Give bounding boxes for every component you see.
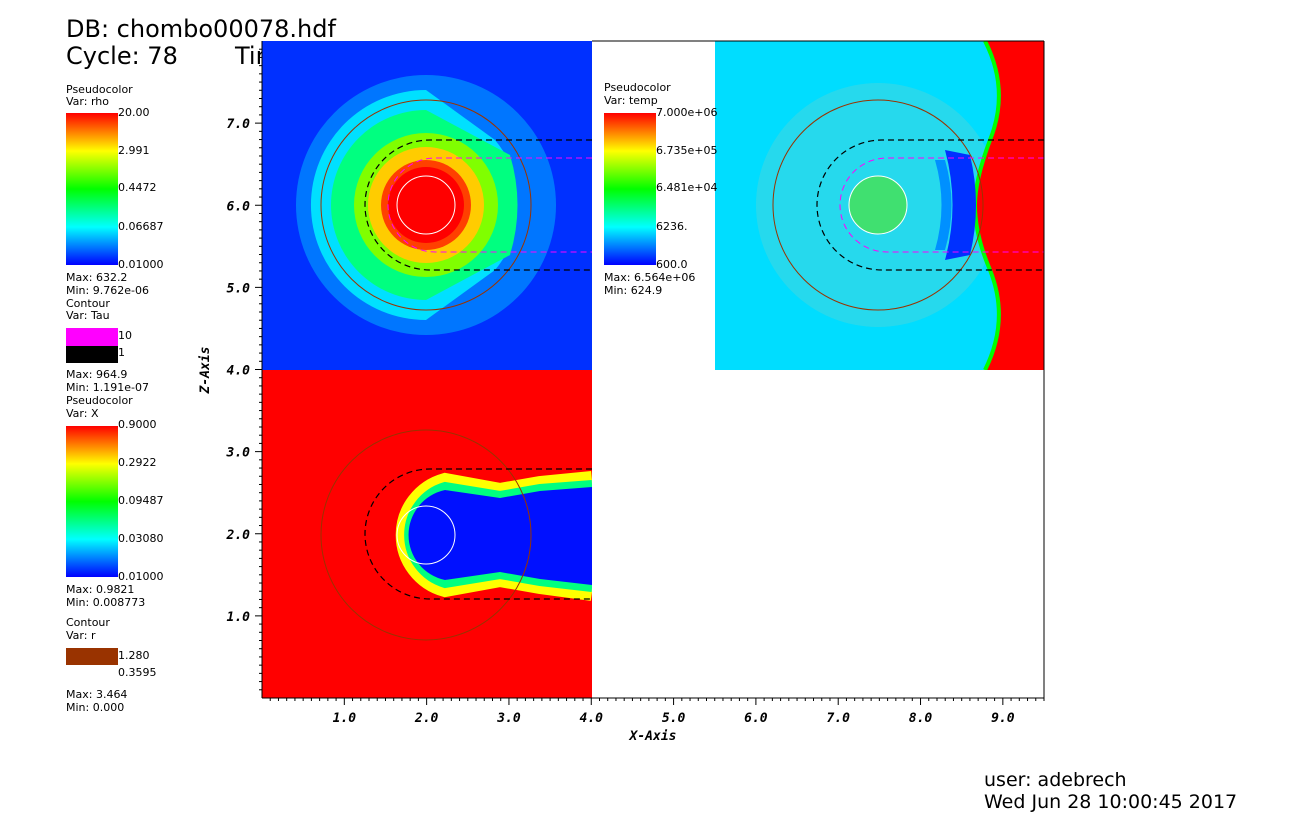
rho-legend-var: Var: rho <box>66 95 109 108</box>
z-tick-label: 6.0 <box>227 199 251 214</box>
temp-max: Max: 6.564e+06 <box>604 271 696 284</box>
temp-tick-1: 6.735e+05 <box>656 144 718 157</box>
z-tick-label: 4.0 <box>227 364 251 379</box>
rho-tick-4: 0.01000 <box>118 258 164 271</box>
x-panel <box>262 370 592 698</box>
rho-min: Min: 9.762e-06 <box>66 284 149 297</box>
temp-legend-kind: Pseudocolor <box>604 81 671 94</box>
date-label: Wed Jun 28 10:00:45 2017 <box>984 791 1238 813</box>
tau-level-0: 10 <box>118 329 132 342</box>
tick-marks <box>255 48 1045 705</box>
user-label: user: adebrech <box>984 769 1127 791</box>
rho-tick-1: 2.991 <box>118 144 150 157</box>
x-axis-label: X-Axis <box>629 729 677 744</box>
x-tick-label: 8.0 <box>909 711 933 726</box>
x-tick-label: 6.0 <box>744 711 768 726</box>
temp-min: Min: 624.9 <box>604 284 663 297</box>
temp-tick-3: 6236. <box>656 220 688 233</box>
x-tick-0: 0.9000 <box>118 418 157 431</box>
r-max: Max: 3.464 <box>66 688 128 701</box>
x-tick-label: 5.0 <box>662 711 686 726</box>
rho-panel <box>262 41 592 370</box>
tau-legend-var: Var: Tau <box>66 309 110 322</box>
tau-min: Min: 1.191e-07 <box>66 381 149 394</box>
temp-tick-2: 6.481e+04 <box>656 181 718 194</box>
x-tick-label: 2.0 <box>414 711 439 726</box>
tick-labels: 1.0 2.0 3.0 4.0 5.0 6.0 7.0 8.0 9.0 1.0 2.0 3.0 4.0 5… <box>226 117 1015 726</box>
temp-tick-0: 7.000e+06 <box>656 106 718 119</box>
r-level-0: 1.280 <box>118 649 150 662</box>
z-tick-label: 1.0 <box>227 610 251 625</box>
x-colorbar <box>66 426 118 577</box>
z-tick-label: 7.0 <box>227 117 251 132</box>
tau-level-10-swatch <box>66 328 118 346</box>
rho-colorbar <box>66 113 118 265</box>
r-level-swatch <box>66 648 118 665</box>
temp-tick-4: 600.0 <box>656 258 688 271</box>
z-tick-label: 5.0 <box>227 281 251 296</box>
tau-level-1-swatch <box>66 346 118 363</box>
temp-panel <box>715 41 1044 370</box>
rho-tick-2: 0.4472 <box>118 181 157 194</box>
x-tick-2: 0.09487 <box>118 494 164 507</box>
z-axis-label: Z-Axis <box>198 347 213 395</box>
r-legend-kind: Contour <box>66 616 110 629</box>
x-tick-label: 9.0 <box>991 711 1015 726</box>
x-tick-3: 0.03080 <box>118 532 164 545</box>
db-title: DB: chombo00078.hdf <box>66 15 336 43</box>
x-min: Min: 0.008773 <box>66 596 146 609</box>
rho-legend-kind: Pseudocolor <box>66 83 133 96</box>
x-legend-kind: Pseudocolor <box>66 394 133 407</box>
cycle-label: Cycle: 78 <box>66 42 178 70</box>
tau-legend-kind: Contour <box>66 297 110 310</box>
tau-max: Max: 964.9 <box>66 368 128 381</box>
r-level-1: 0.3595 <box>118 666 157 679</box>
temp-colorbar <box>604 113 656 265</box>
x-max: Max: 0.9821 <box>66 583 135 596</box>
z-tick-label: 3.0 <box>226 446 251 461</box>
x-tick-label: 7.0 <box>826 711 850 726</box>
rho-max: Max: 632.2 <box>66 271 128 284</box>
x-tick-label: 3.0 <box>496 711 521 726</box>
temp-legend-var: Var: temp <box>604 94 658 107</box>
rho-tick-3: 0.06687 <box>118 220 164 233</box>
r-min: Min: 0.000 <box>66 701 125 714</box>
x-tick-label: 1.0 <box>333 711 357 726</box>
r-legend-var: Var: r <box>66 629 96 642</box>
x-legend-var: Var: X <box>66 407 99 420</box>
z-tick-label: 2.0 <box>226 528 251 543</box>
x-tick-1: 0.2922 <box>118 456 157 469</box>
rho-tick-0: 20.00 <box>118 106 150 119</box>
x-tick-4: 0.01000 <box>118 570 164 583</box>
x-tick-label: 4.0 <box>580 711 604 726</box>
tau-level-1: 1 <box>118 346 125 359</box>
